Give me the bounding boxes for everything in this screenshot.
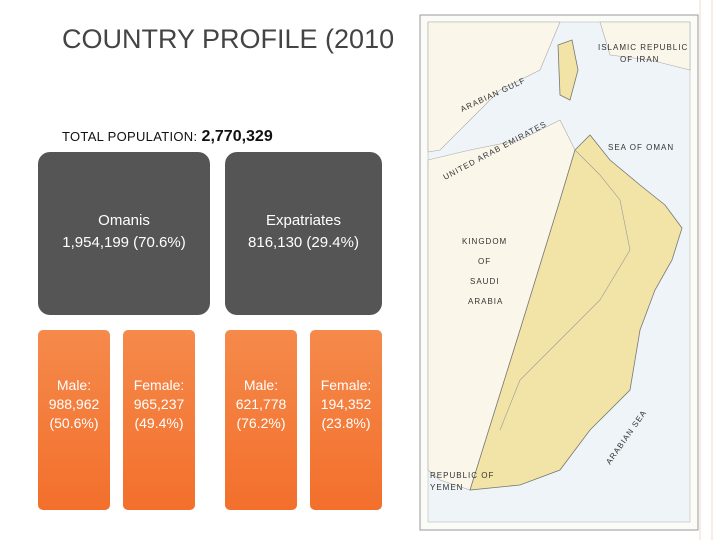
breakdown-label: Male:: [243, 377, 279, 393]
map-land: [427, 21, 561, 153]
map-label: KINGDOM: [462, 237, 507, 246]
map-label: YEMEN: [430, 483, 463, 492]
population-value: 2,770,329: [201, 128, 273, 145]
map-label: ARABIA: [468, 297, 503, 306]
group-name: Omanis: [98, 212, 150, 229]
map-label: OF IRAN: [620, 55, 659, 64]
map-land: [599, 21, 691, 71]
map-label: ISLAMIC REPUBLIC: [598, 43, 688, 52]
breakdown-share: (76.2%): [236, 415, 286, 431]
total-population: TOTAL POPULATION: 2,770,329: [62, 128, 273, 146]
map-road: [499, 149, 631, 431]
map-label: SEA OF OMAN: [608, 143, 674, 152]
breakdown-box: Female: 965,237 (49.4%): [123, 330, 195, 510]
breakdown-value: 988,962: [48, 396, 100, 412]
group-name: Expatriates: [265, 212, 342, 229]
map-oman: [469, 134, 683, 491]
breakdown-value: 621,778: [235, 396, 287, 412]
breakdown-label: Male:: [56, 377, 92, 393]
group-box: Expatriates 816,130 (29.4%): [225, 152, 382, 315]
slide-title: COUNTRY PROFILE (2010: [62, 24, 395, 54]
group-total: 816,130 (29.4%): [248, 234, 359, 251]
breakdown-label: Female:: [133, 377, 185, 393]
breakdown-value: 194,352: [320, 396, 372, 412]
population-label: TOTAL POPULATION:: [62, 129, 198, 144]
map-label: REPUBLIC OF: [430, 471, 494, 480]
group-box: Omanis 1,954,199 (70.6%): [38, 152, 210, 315]
breakdown-box: Female: 194,352 (23.8%): [310, 330, 382, 510]
breakdown-box: Male: 988,962 (50.6%): [38, 330, 110, 510]
breakdown-label: Female:: [320, 377, 372, 393]
breakdown-value: 965,237: [133, 396, 185, 412]
map-oman: [557, 39, 579, 101]
breakdown-box: Male: 621,778 (76.2%): [225, 330, 297, 510]
group-total: 1,954,199 (70.6%): [62, 234, 186, 251]
map-label: OF: [478, 257, 491, 266]
breakdown-share: (49.4%): [134, 415, 184, 431]
map-label: SAUDI: [470, 277, 499, 286]
breakdown-share: (50.6%): [49, 415, 99, 431]
breakdown-share: (23.8%): [321, 415, 371, 431]
